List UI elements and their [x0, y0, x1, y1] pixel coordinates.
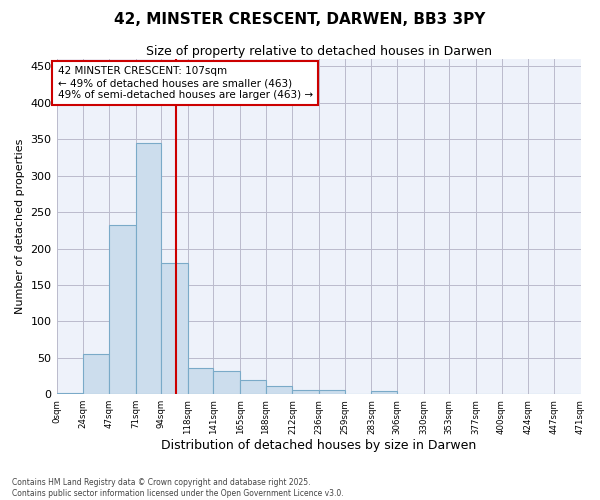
Text: 42, MINSTER CRESCENT, DARWEN, BB3 3PY: 42, MINSTER CRESCENT, DARWEN, BB3 3PY — [115, 12, 485, 28]
Bar — [240, 380, 266, 394]
Y-axis label: Number of detached properties: Number of detached properties — [15, 139, 25, 314]
Bar — [319, 390, 344, 394]
Title: Size of property relative to detached houses in Darwen: Size of property relative to detached ho… — [146, 45, 491, 58]
Bar — [56, 393, 83, 394]
Bar — [188, 368, 214, 394]
Bar — [292, 390, 319, 394]
Text: 42 MINSTER CRESCENT: 107sqm
← 49% of detached houses are smaller (463)
49% of se: 42 MINSTER CRESCENT: 107sqm ← 49% of det… — [58, 66, 313, 100]
Bar — [161, 263, 188, 394]
X-axis label: Distribution of detached houses by size in Darwen: Distribution of detached houses by size … — [161, 440, 476, 452]
Bar — [109, 224, 136, 394]
Bar — [371, 390, 397, 394]
Text: Contains HM Land Registry data © Crown copyright and database right 2025.
Contai: Contains HM Land Registry data © Crown c… — [12, 478, 344, 498]
Bar — [214, 371, 240, 394]
Bar — [266, 386, 292, 394]
Bar — [83, 354, 109, 394]
Bar — [136, 143, 161, 394]
